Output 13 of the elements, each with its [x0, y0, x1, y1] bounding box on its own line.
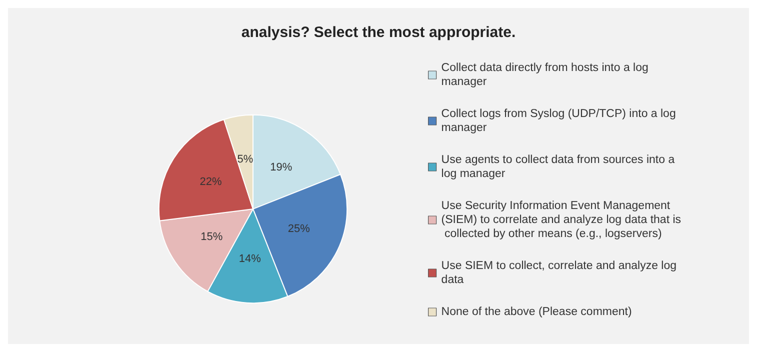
- data-label: 14%: [238, 252, 262, 265]
- data-label: 15%: [200, 231, 223, 244]
- legend-label: Use agents to collect data from sources into a log manager: [441, 154, 678, 180]
- legend-label: None of the above (Please comment): [441, 306, 632, 318]
- legend-label: Collect logs from Syslog (UDP/TCP) into a log manager: [441, 108, 680, 134]
- chart-title: analysis? Select the most appropriate.: [241, 24, 516, 41]
- data-label: 25%: [288, 222, 310, 235]
- data-label: 5%: [237, 154, 254, 166]
- legend-label: Use Security Information Event Management (SIEM) to correlate and analyze log data that is collected by other means (e.g., logservers): [441, 200, 682, 240]
- data-label: 19%: [270, 162, 292, 174]
- legend-label: Collect data directly from hosts into a log manager: [441, 62, 652, 88]
- legend-label: Use SIEM to collect, correlate and analyze log data: [441, 260, 680, 286]
- data-label: 22%: [200, 176, 222, 188]
